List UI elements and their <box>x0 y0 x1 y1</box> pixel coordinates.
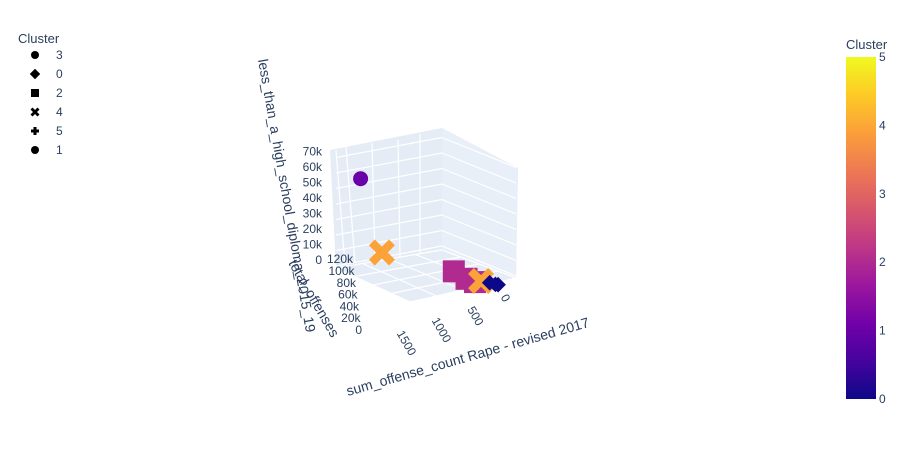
grid-line <box>335 136 443 159</box>
grid-line <box>441 167 517 200</box>
legend-symbol-diamond <box>29 68 41 80</box>
z-tick-label: 30k <box>303 207 323 221</box>
grid-line <box>335 183 443 205</box>
y-tick-label: 20k <box>341 311 361 325</box>
grid-line <box>441 214 517 246</box>
legend-item-0[interactable]: 0 <box>29 67 63 81</box>
legend-item-5[interactable]: 5 <box>31 124 63 138</box>
legend-title: Cluster <box>18 31 60 46</box>
side-pane-wall <box>442 128 518 278</box>
y-tick-label: 0 <box>355 323 362 337</box>
legend-symbol-x <box>30 107 40 117</box>
x-tick-label: 1500 <box>394 328 420 358</box>
legend-label: 4 <box>56 105 63 119</box>
legend-symbol-circle <box>31 146 39 154</box>
y-tick-label: 100k <box>328 264 355 278</box>
z-tick-label: 60k <box>303 160 323 174</box>
grid-line <box>345 146 356 264</box>
grid-line <box>441 198 517 231</box>
grid-line <box>335 214 443 236</box>
grid-line <box>441 229 517 262</box>
data-points[interactable] <box>353 171 506 294</box>
legend-label: 3 <box>56 48 63 62</box>
legend-label: 1 <box>56 143 63 157</box>
grid-line <box>441 152 517 184</box>
y-tick-label: 80k <box>337 276 357 290</box>
x-tick-label: 0 <box>498 292 514 305</box>
scene[interactable] <box>330 128 518 303</box>
grid-line <box>335 167 443 190</box>
data-point-cluster-4[interactable] <box>368 239 395 266</box>
grid-line <box>397 139 401 258</box>
grid-line <box>335 149 346 266</box>
colorbar: Cluster 0 1 2 3 4 5 <box>846 37 888 406</box>
grid-line <box>441 183 517 215</box>
colorbar-tick-label: 5 <box>879 50 886 64</box>
colorbar-title: Cluster <box>846 37 888 52</box>
grid-line <box>441 136 517 169</box>
legend-item-1[interactable]: 1 <box>31 143 63 157</box>
legend-label: 0 <box>56 67 63 81</box>
data-point-cluster-0[interactable] <box>490 276 506 293</box>
y-tick-label: 40k <box>340 299 360 313</box>
grid-line <box>335 198 443 221</box>
legend-symbol-cross <box>31 127 39 135</box>
grid-line <box>335 152 443 174</box>
z-tick-label: 40k <box>303 191 323 205</box>
floor-pane <box>336 250 516 302</box>
grid-lines <box>335 134 517 303</box>
x-axis-title: sum_offense_count Rape - revised 2017 <box>344 314 591 399</box>
y-tick-label: 120k <box>327 252 354 266</box>
y-tick-label: 60k <box>338 288 358 302</box>
x-tick-label: 1000 <box>429 315 455 345</box>
legend-item-2[interactable]: 2 <box>31 86 63 100</box>
data-point-cluster-0[interactable] <box>481 274 498 291</box>
colorbar-tick-label: 0 <box>879 392 886 406</box>
legend-label: 2 <box>56 86 63 100</box>
grid-line <box>388 258 464 291</box>
legend-item-4[interactable]: 4 <box>30 105 64 119</box>
legend[interactable]: Cluster 3 0 2 4 5 1 <box>18 31 63 157</box>
z-tick-label: 10k <box>303 238 323 252</box>
colorbar-tick-label: 3 <box>879 187 886 201</box>
grid-line <box>441 249 517 279</box>
colorbar-tick-label: 2 <box>879 255 886 269</box>
colorbar-tick-label: 1 <box>879 324 886 338</box>
colorbar-tick-label: 4 <box>879 118 886 132</box>
x-tick-label: 500 <box>464 304 486 329</box>
legend-symbol-square <box>31 89 39 97</box>
z-tick-label: 20k <box>303 222 323 236</box>
colorbar-gradient <box>846 57 876 399</box>
z-tick-label: 0 <box>315 253 322 267</box>
z-tick-label: 50k <box>303 176 323 190</box>
data-point-cluster-1[interactable] <box>353 171 369 187</box>
grid-line <box>441 245 517 277</box>
legend-item-3[interactable]: 3 <box>31 48 63 62</box>
z-tick-label: 70k <box>303 145 323 159</box>
legend-label: 5 <box>56 124 63 138</box>
legend-symbol-circle <box>31 51 39 59</box>
